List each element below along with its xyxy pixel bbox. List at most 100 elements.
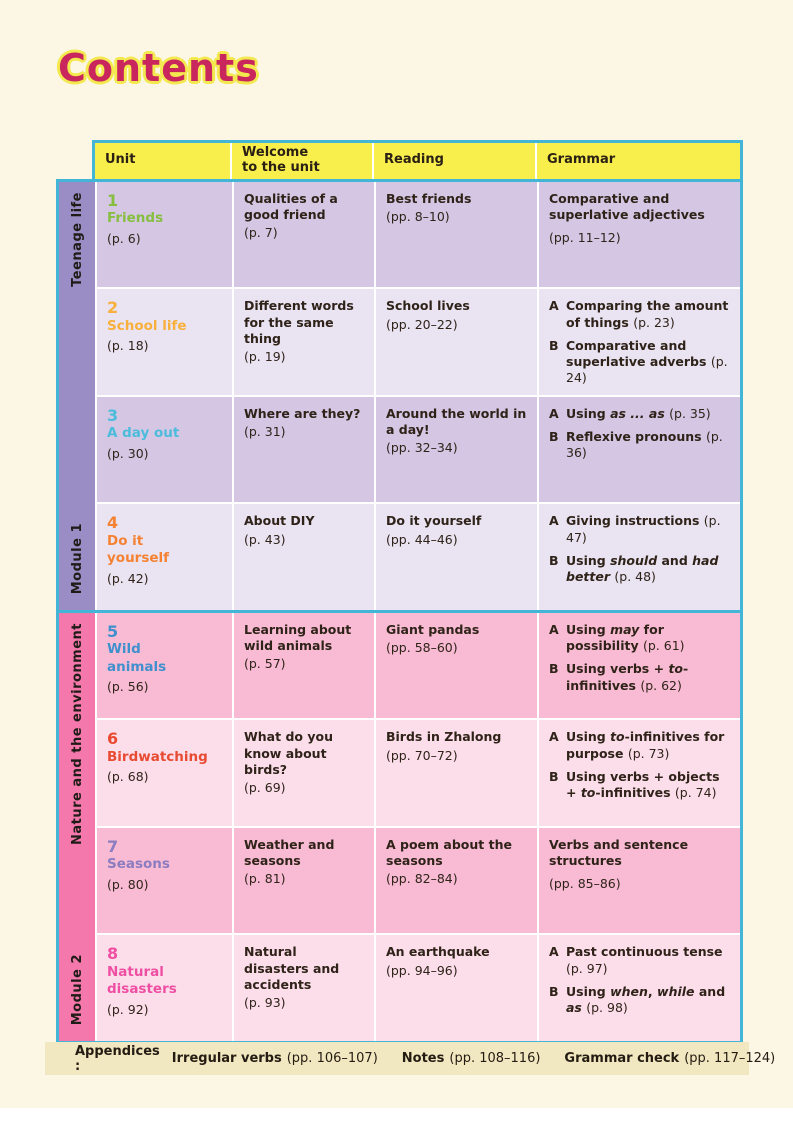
appendix-pages: (pp. 106–107) — [286, 1051, 378, 1066]
unit-page-ref: (p. 6) — [107, 230, 141, 246]
grammar-item-letter: A — [549, 621, 559, 637]
welcome-cell: Qualities of a good friend (p. 7) — [234, 181, 374, 288]
grammar-cell: A Using as ... as (p. 35) B Reflexive prono… — [539, 396, 740, 503]
grammar-item-text: Using may for possibility (p. 61) — [566, 621, 685, 654]
unit-page-ref: (p. 92) — [107, 1001, 149, 1017]
welcome-cell-page-ref: (p. 31) — [244, 424, 286, 440]
unit-name: Wild animals — [107, 641, 167, 675]
module-sidebar: Teenage life Module 1 — [59, 181, 95, 610]
grammar-item-text: Using verbs + to-infinitives (p. 62) — [566, 661, 689, 693]
unit-name: A day out — [107, 425, 180, 442]
grammar-item: Verbs and sentence structures — [549, 837, 730, 870]
unit-number: 5 — [107, 621, 119, 641]
grammar-item-text: Verbs and sentence structures — [549, 836, 689, 869]
grammar-cell: Comparative and superlative adjectives (p… — [539, 181, 740, 288]
unit-number: 7 — [107, 836, 119, 856]
welcome-cell: Weather and seasons (p. 81) — [234, 827, 374, 934]
unit-page-ref: (p. 18) — [107, 338, 149, 354]
unit-number: 8 — [107, 944, 119, 964]
unit-name: Birdwatching — [107, 748, 208, 765]
unit-number: 2 — [107, 298, 119, 318]
grammar-item: B Comparative and superlative adverbs (p.… — [549, 338, 730, 387]
appendix-pages: (pp. 117–124) — [684, 1051, 776, 1066]
appendix-name: Grammar check — [564, 1051, 680, 1066]
grammar-item-letter: B — [549, 429, 559, 445]
grammar-item-text: Giving instructions (p. 47) — [566, 513, 721, 545]
grammar-item-letter: B — [549, 768, 559, 784]
grammar-item-text: Past continuous tense (p. 97) — [566, 944, 723, 976]
table-body: Teenage life Module 1 1 Friends (p. 6) Qualit… — [56, 178, 743, 1044]
reading-cell-page-ref: (pp. 20–22) — [386, 316, 458, 332]
reading-cell: School lives (pp. 20–22) — [376, 289, 537, 395]
appendix-item: Irregular verbs (pp. 106–107) — [172, 1051, 378, 1066]
unit-name: Do it yourself — [107, 532, 170, 567]
header-unit-label: Unit — [105, 152, 136, 168]
unit-page-ref: (p. 30) — [107, 445, 149, 461]
header-welcome-label: Welcome to the unit — [242, 145, 320, 175]
welcome-cell-title: Qualities of a good friend — [244, 190, 338, 223]
welcome-cell-title: About DIY — [244, 513, 315, 529]
grammar-item-text: Using should and had better (p. 48) — [566, 552, 719, 585]
unit-name: Seasons — [107, 856, 170, 873]
reading-cell-title: Giant pandas — [386, 621, 480, 637]
unit-page-ref: (p. 56) — [107, 679, 149, 695]
reading-cell-title: Best friends — [386, 190, 472, 206]
unit-name: Friends — [107, 210, 164, 227]
header-reading: Reading — [374, 143, 535, 179]
module-theme-label: Nature and the environment — [69, 622, 85, 845]
grammar-item-text: Comparative and superlative adverbs (p. … — [566, 337, 728, 386]
grammar-item: A Giving instructions (p. 47) — [549, 513, 730, 546]
reading-cell-title: Do it yourself — [386, 513, 482, 529]
reading-cell-page-ref: (pp. 8–10) — [386, 209, 450, 225]
unit-number: 6 — [107, 729, 119, 749]
grammar-item: A Using as ... as (p. 35) — [549, 406, 730, 422]
welcome-cell-page-ref: (p. 69) — [244, 780, 286, 796]
welcome-cell: About DIY (p. 43) — [234, 504, 374, 610]
reading-cell: Birds in Zhalong (pp. 70–72) — [376, 720, 537, 826]
grammar-item-letter: A — [549, 513, 559, 529]
welcome-cell: Learning about wild animals (p. 57) — [234, 612, 374, 719]
grammar-item: B Reflexive pronouns (p. 36) — [549, 429, 730, 462]
grammar-item-letter: A — [549, 944, 559, 960]
welcome-cell-page-ref: (p. 93) — [244, 995, 286, 1011]
unit-cell: 8 Natural disasters (p. 92) — [97, 935, 232, 1041]
grammar-item-letter: A — [549, 405, 559, 421]
grammar-item: B Using verbs + to-infinitives (p. 62) — [549, 661, 730, 694]
reading-cell: A poem about the seasons (pp. 82–84) — [376, 827, 537, 934]
grammar-item: A Past continuous tense (p. 97) — [549, 944, 730, 977]
page-title: Contents — [58, 46, 259, 90]
welcome-cell-page-ref: (p. 7) — [244, 225, 278, 241]
reading-cell-title: Birds in Zhalong — [386, 729, 502, 745]
welcome-cell-title: Learning about wild animals — [244, 621, 352, 654]
appendix-item: Grammar check (pp. 117–124) — [564, 1051, 775, 1066]
unit-cell: 5 Wild animals (p. 56) — [97, 612, 232, 719]
grammar-item-text: Using verbs + objects + to-infinitives (… — [566, 768, 720, 801]
reading-cell-page-ref: (pp. 94–96) — [386, 962, 458, 978]
grammar-item-text: Using as ... as (p. 35) — [566, 405, 711, 421]
welcome-cell: Natural disasters and accidents (p. 93) — [234, 935, 374, 1041]
reading-cell-title: An earthquake — [386, 944, 490, 960]
unit-number: 1 — [107, 190, 119, 210]
contents-table: Unit Welcome to the unit Reading Grammar… — [56, 140, 743, 1044]
module-label: Module 2 — [69, 953, 85, 1025]
appendix-pages: (pp. 108–116) — [449, 1051, 541, 1066]
unit-cell: 7 Seasons (p. 80) — [97, 827, 232, 934]
grammar-item-text: Using to-infinitives for purpose (p. 73) — [566, 729, 725, 761]
welcome-cell-title: Different words for the same thing — [244, 298, 354, 346]
grammar-cell: A Using to-infinitives for purpose (p. 73… — [539, 720, 740, 826]
reading-cell-title: A poem about the seasons — [386, 836, 512, 869]
header-grammar: Grammar — [537, 143, 740, 179]
grammar-item-letter: A — [549, 298, 559, 314]
reading-cell: Do it yourself (pp. 44–46) — [376, 504, 537, 610]
reading-cell: Around the world in a day! (pp. 32–34) — [376, 396, 537, 503]
welcome-cell: Where are they? (p. 31) — [234, 396, 374, 503]
page-bottom-edge — [0, 1108, 793, 1122]
header-unit: Unit — [95, 143, 230, 179]
module-sidebar: Nature and the environment Module 2 — [59, 612, 95, 1041]
welcome-cell-title: Weather and seasons — [244, 836, 335, 869]
appendix-name: Irregular verbs — [171, 1051, 282, 1066]
welcome-cell-title: What do you know about birds? — [244, 729, 333, 777]
grammar-cell: A Comparing the amount of things (p. 23) B… — [539, 289, 740, 395]
module-label: Module 1 — [69, 522, 85, 594]
welcome-cell-title: Natural disasters and accidents — [244, 944, 340, 992]
